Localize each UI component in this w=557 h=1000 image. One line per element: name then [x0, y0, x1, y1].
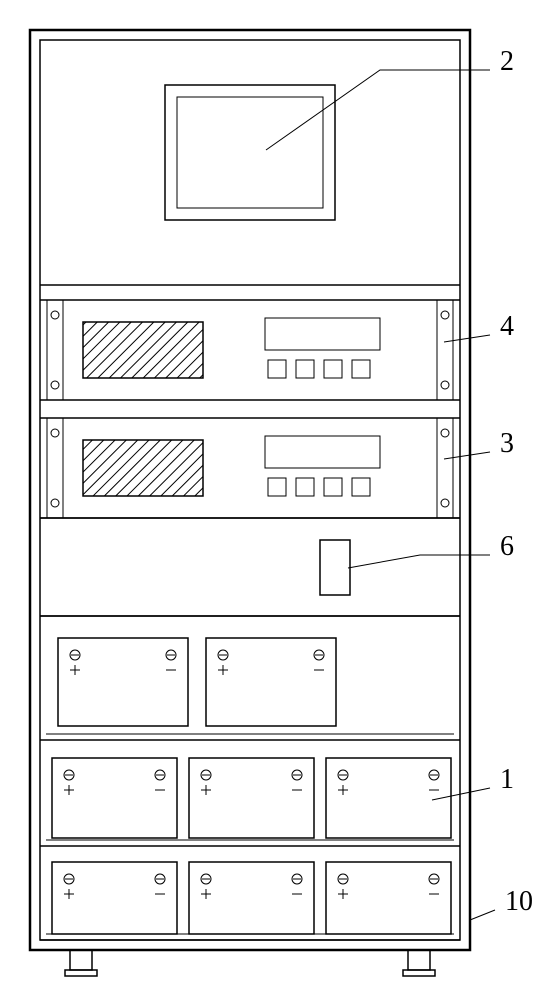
callout-label: 6 [500, 531, 514, 562]
foot-stem [408, 950, 430, 970]
module-button [324, 478, 342, 496]
module-button [296, 360, 314, 378]
module-display [265, 318, 380, 350]
callout-label: 3 [500, 428, 514, 459]
module-button [324, 360, 342, 378]
display-screen [177, 97, 323, 208]
module-button [352, 360, 370, 378]
module-button [296, 478, 314, 496]
callout-leader [266, 70, 490, 150]
callout-leader [444, 335, 490, 342]
module-button [352, 478, 370, 496]
module-button [268, 478, 286, 496]
callout-label: 2 [500, 46, 514, 77]
callout-leader [470, 910, 495, 920]
callout-label: 1 [500, 764, 514, 795]
vent-panel [83, 440, 203, 496]
callout-leader [432, 788, 490, 800]
foot-base [65, 970, 97, 976]
module-display [265, 436, 380, 468]
foot-stem [70, 950, 92, 970]
display-screen-bezel [165, 85, 335, 220]
shelf-device [320, 540, 350, 595]
callout-leader [348, 555, 490, 568]
callout-label: 4 [500, 311, 514, 342]
vent-panel [83, 322, 203, 378]
callout-leader [444, 452, 490, 459]
module-button [268, 360, 286, 378]
callout-label: 10 [505, 886, 533, 917]
foot-base [403, 970, 435, 976]
